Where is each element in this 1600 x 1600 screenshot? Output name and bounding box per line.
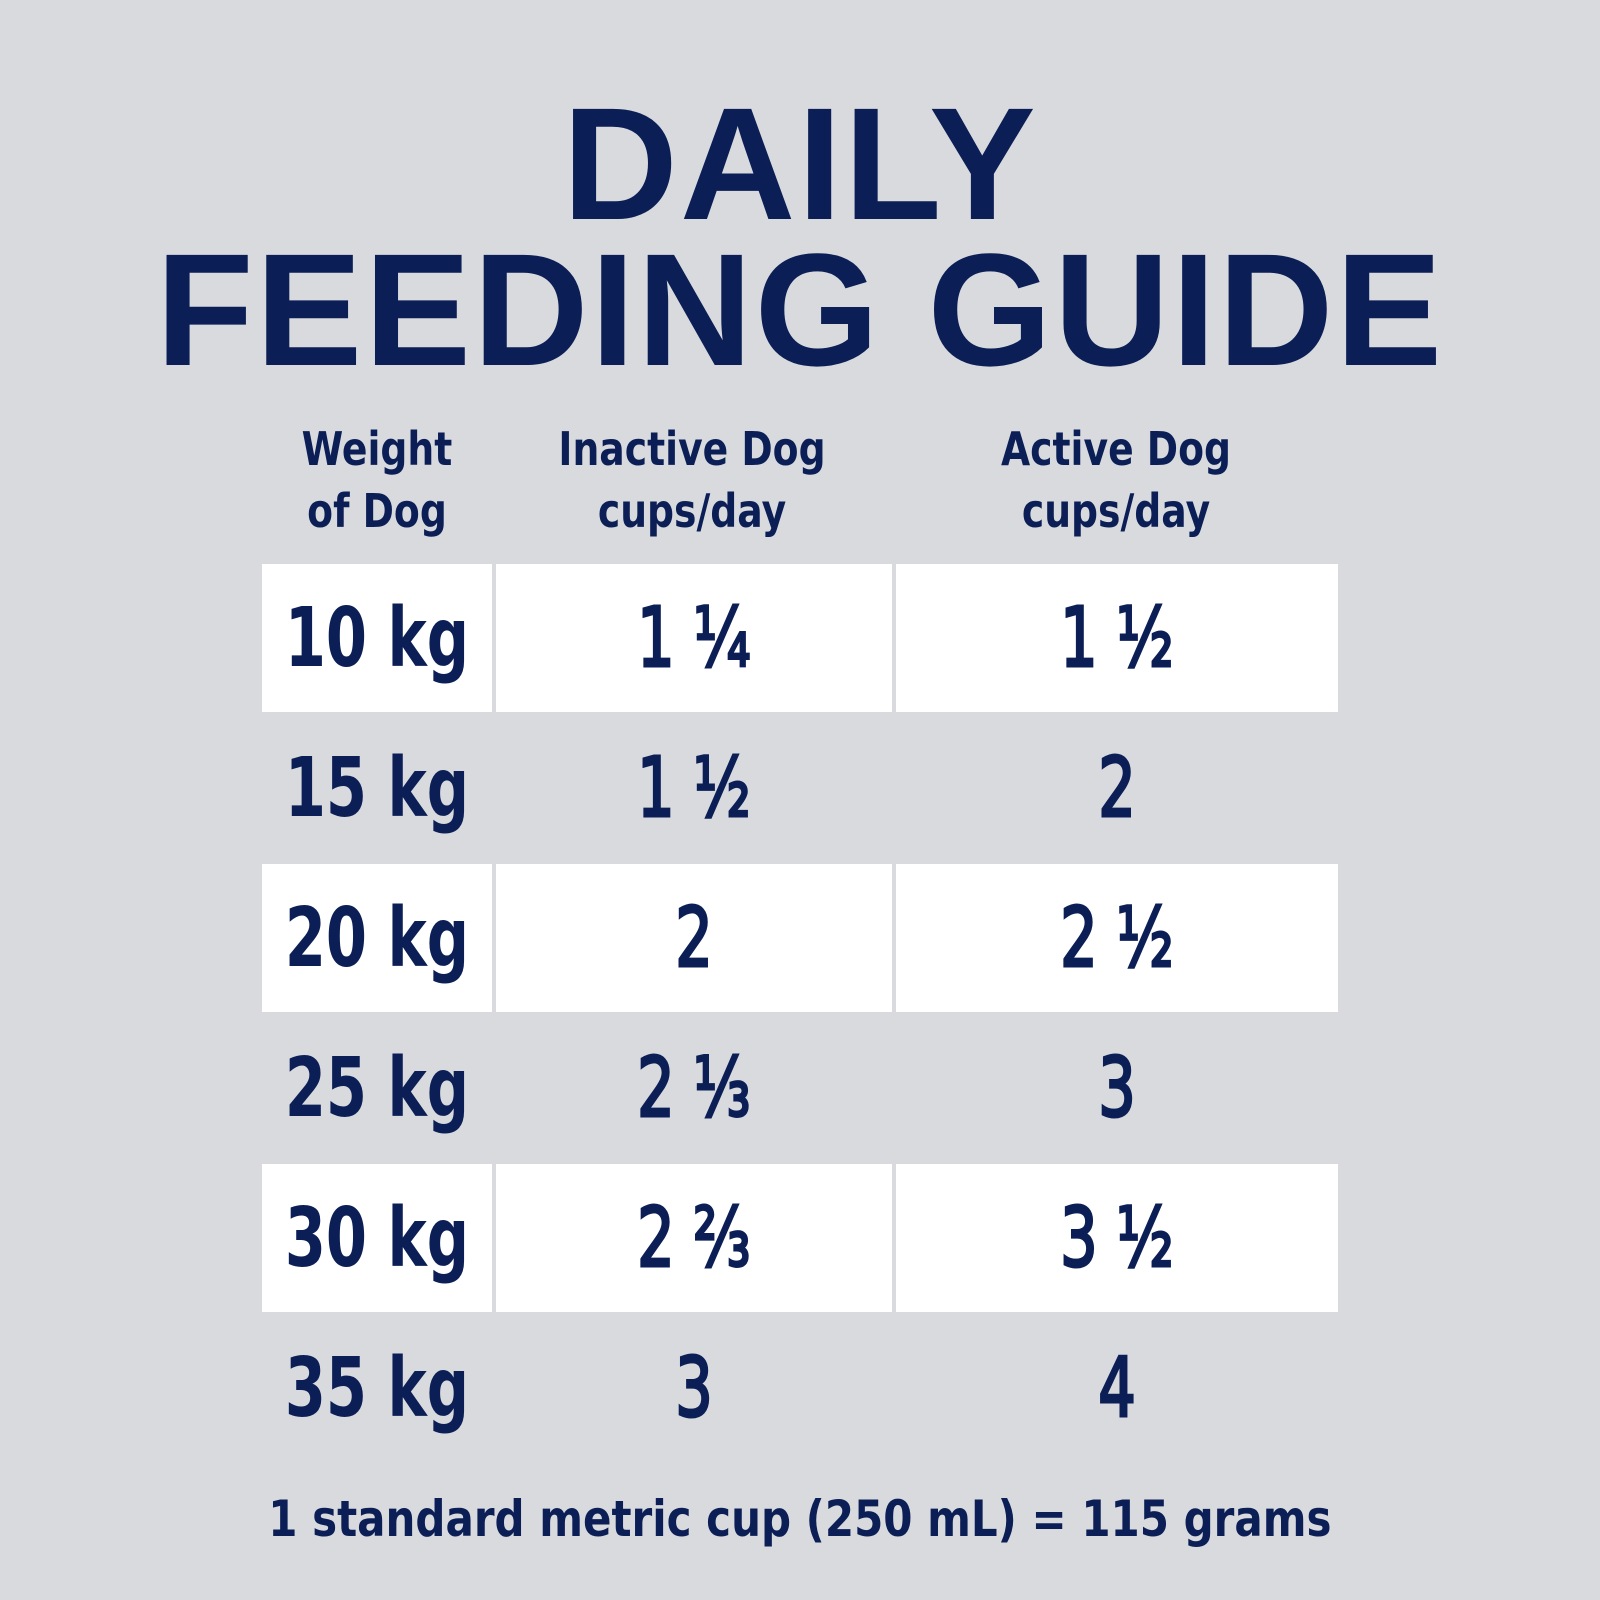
table-row: 35 kg 3 4 [262, 1314, 1338, 1462]
active-cups-cell: 2 [896, 714, 1338, 862]
inactive-cups-value: 2 ⅔ [636, 1189, 752, 1287]
inactive-cups-value: 1 ½ [636, 739, 752, 837]
weight-cell: 25 kg [262, 1014, 492, 1162]
active-cups-value: 2 [1097, 739, 1137, 837]
inactive-cups-cell: 2 [496, 864, 892, 1012]
column-header-active-line-1: Active Dog [1000, 422, 1232, 476]
inactive-cups-value: 2 ⅓ [636, 1039, 752, 1137]
column-header-weight-line-1: Weight [301, 422, 453, 476]
weight-value: 20 kg [284, 890, 470, 986]
weight-value: 15 kg [284, 740, 470, 836]
active-cups-value: 4 [1097, 1339, 1137, 1437]
active-cups-value: 2 ½ [1059, 889, 1175, 987]
column-header-inactive: Inactive Dog cups/day [530, 418, 855, 542]
active-cups-value: 1 ½ [1059, 589, 1175, 687]
weight-value: 25 kg [284, 1040, 470, 1136]
active-cups-cell: 1 ½ [896, 564, 1338, 712]
active-cups-value: 3 ½ [1059, 1189, 1175, 1287]
active-cups-cell: 2 ½ [896, 864, 1338, 1012]
inactive-cups-cell: 3 [496, 1314, 892, 1462]
page-title-line-2: FEEDING GUIDE [155, 220, 1445, 399]
table-row: 30 kg 2 ⅔ 3 ½ [262, 1164, 1338, 1312]
weight-cell: 15 kg [262, 714, 492, 862]
weight-cell: 10 kg [262, 564, 492, 712]
table-row: 10 kg 1 ¼ 1 ½ [262, 564, 1338, 712]
column-header-active-line-2: cups/day [1021, 484, 1211, 538]
inactive-cups-cell: 1 ¼ [496, 564, 892, 712]
active-cups-cell: 3 [896, 1014, 1338, 1162]
weight-value: 10 kg [284, 590, 470, 686]
weight-cell: 20 kg [262, 864, 492, 1012]
column-header-inactive-line-2: cups/day [597, 484, 787, 538]
inactive-cups-value: 2 [674, 889, 714, 987]
inactive-cups-value: 1 ¼ [636, 589, 752, 687]
column-header-weight-line-2: of Dog [307, 484, 447, 538]
weight-value: 30 kg [284, 1190, 470, 1286]
column-header-active: Active Dog cups/day [934, 418, 1298, 542]
table-row: 25 kg 2 ⅓ 3 [262, 1014, 1338, 1162]
page-title-line-1: DAILY [562, 74, 1038, 253]
column-header-inactive-line-1: Inactive Dog [558, 422, 826, 476]
inactive-cups-cell: 1 ½ [496, 714, 892, 862]
active-cups-cell: 3 ½ [896, 1164, 1338, 1312]
feeding-table: 10 kg 1 ¼ 1 ½ 15 kg 1 ½ 2 20 kg 2 2 ½ 25… [262, 564, 1338, 1464]
table-row: 20 kg 2 2 ½ [262, 864, 1338, 1012]
weight-value: 35 kg [284, 1340, 470, 1436]
cup-conversion-text: 1 standard metric cup (250 mL) = 115 gra… [268, 1490, 1332, 1548]
table-row: 15 kg 1 ½ 2 [262, 714, 1338, 862]
inactive-cups-cell: 2 ⅔ [496, 1164, 892, 1312]
active-cups-value: 3 [1097, 1039, 1137, 1137]
weight-cell: 35 kg [262, 1314, 492, 1462]
weight-cell: 30 kg [262, 1164, 492, 1312]
inactive-cups-value: 3 [674, 1339, 714, 1437]
active-cups-cell: 4 [896, 1314, 1338, 1462]
cup-conversion-note: 1 standard metric cup (250 mL) = 115 gra… [0, 1490, 1600, 1548]
inactive-cups-cell: 2 ⅓ [496, 1014, 892, 1162]
column-header-weight: Weight of Dog [283, 418, 472, 542]
